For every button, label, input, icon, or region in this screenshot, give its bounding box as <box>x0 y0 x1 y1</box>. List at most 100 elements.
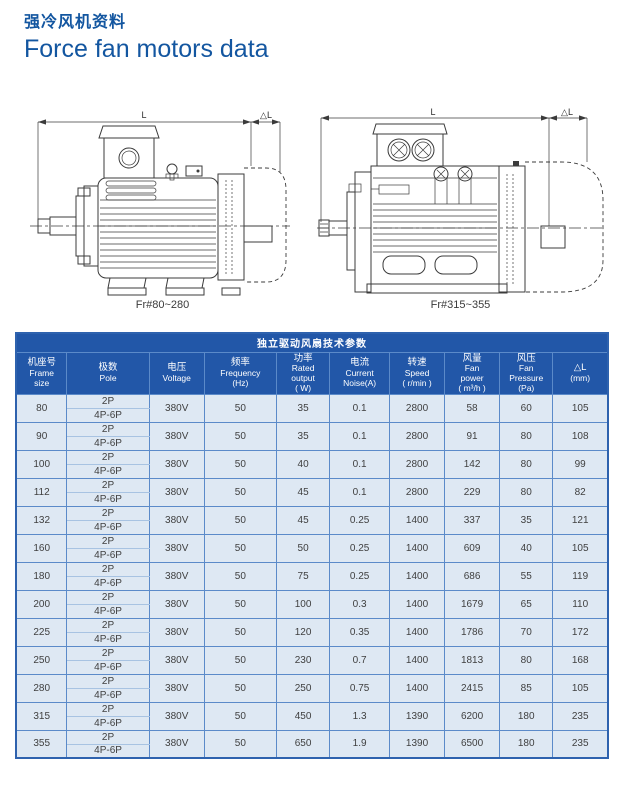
cell-voltage: 380V <box>148 617 205 647</box>
cell-pole-2p: 2P <box>66 421 150 437</box>
cell-fan-power: 91 <box>444 421 501 451</box>
cell-frame-size: 180 <box>15 561 68 591</box>
figure-caption-large-frames: Fr#315~355 <box>430 299 491 311</box>
cell-speed: 2800 <box>388 477 446 507</box>
cell-pole-2p: 2P <box>66 561 150 577</box>
table-column-headers: 机座号 Frame size 极数 Pole 电压 Voltage 频率 Frequency … <box>15 351 609 395</box>
cell-delta-l: 172 <box>552 617 609 647</box>
cell-speed: 1390 <box>388 701 446 731</box>
cell-pole-4p6p: 4P-6P <box>66 631 150 647</box>
cell-delta-l: 105 <box>552 673 609 703</box>
cell-pole-2p: 2P <box>66 617 150 633</box>
cell-pole-4p6p: 4P-6P <box>66 659 150 675</box>
table-row: 100 2P 380V 50 40 0.1 2800 142 80 99 <box>15 449 609 479</box>
cell-voltage: 380V <box>148 701 205 731</box>
cell-fan-power: 1679 <box>444 589 501 619</box>
column-header-en: Rated output ( W) <box>291 363 315 393</box>
page-header: 强冷风机资料 Force fan motors data <box>24 8 269 64</box>
table-row: 225 2P 380V 50 120 0.35 1400 1786 70 172 <box>15 617 609 647</box>
column-header-zh: 机座号 <box>27 357 56 369</box>
cell-pole-4p6p: 4P-6P <box>66 743 150 759</box>
cell-speed: 1400 <box>388 589 446 619</box>
dimension-label-delta-l: △L <box>561 108 573 117</box>
cell-frequency: 50 <box>203 393 277 423</box>
cell-voltage: 380V <box>148 589 205 619</box>
cell-rated-output: 45 <box>275 477 331 507</box>
cell-current: 1.9 <box>329 729 390 759</box>
cell-frequency: 50 <box>203 645 277 675</box>
cell-rated-output: 650 <box>275 729 331 759</box>
cell-delta-l: 105 <box>552 533 609 563</box>
table-row: 200 2P 380V 50 100 0.3 1400 1679 65 110 <box>15 589 609 619</box>
cell-current: 0.7 <box>329 645 390 675</box>
table-row: 355 2P 380V 50 650 1.9 1390 6500 180 235 <box>15 729 609 759</box>
cell-speed: 1390 <box>388 729 446 759</box>
table-row: 4P-6P <box>16 603 608 619</box>
cell-fan-power: 229 <box>444 477 501 507</box>
cell-fan-power: 58 <box>444 393 501 423</box>
table-row: 4P-6P <box>16 407 608 423</box>
column-header-zh: 频率 <box>230 357 250 369</box>
table-row: 132 2P 380V 50 45 0.25 1400 337 35 121 <box>15 505 609 535</box>
cell-speed: 2800 <box>388 393 446 423</box>
cell-rated-output: 120 <box>275 617 331 647</box>
cell-frame-size: 100 <box>15 449 68 479</box>
column-header-en: Fan power ( m³/h ) <box>458 363 486 393</box>
cell-frequency: 50 <box>203 589 277 619</box>
cell-fan-power: 142 <box>444 449 501 479</box>
cell-fan-power: 6500 <box>444 729 501 759</box>
cell-delta-l: 108 <box>552 421 609 451</box>
column-header-zh: 转速 <box>407 357 427 369</box>
cell-frame-size: 90 <box>15 421 68 451</box>
column-header-zh: 电流 <box>350 357 370 369</box>
cell-rated-output: 100 <box>275 589 331 619</box>
column-header-en: Current Noise(A) <box>343 368 377 389</box>
cell-voltage: 380V <box>148 449 205 479</box>
column-header: △L (mm) <box>552 351 609 395</box>
cell-delta-l: 235 <box>552 701 609 731</box>
cell-delta-l: 105 <box>552 393 609 423</box>
column-header-en: Fan Pressure (Pa) <box>509 363 544 393</box>
cell-voltage: 380V <box>148 561 205 591</box>
cell-frequency: 50 <box>203 701 277 731</box>
cell-pole-4p6p: 4P-6P <box>66 575 150 591</box>
motor-drawing-large-frames-icon: L △L <box>317 108 604 294</box>
cell-fan-pressure: 80 <box>499 449 554 479</box>
column-header: 风压 Fan Pressure (Pa) <box>499 351 554 395</box>
figure-caption-small-frames: Fr#80~280 <box>135 299 190 311</box>
cell-fan-pressure: 180 <box>499 701 554 731</box>
cell-rated-output: 40 <box>275 449 331 479</box>
column-header-en: Voltage <box>162 373 191 384</box>
cell-frame-size: 112 <box>15 477 68 507</box>
column-header: 机座号 Frame size <box>15 351 68 395</box>
cell-pole-2p: 2P <box>66 477 150 493</box>
table-body: 80 2P 380V 50 35 0.1 2800 58 60 105 4P-6P 90 2P 380V 5… <box>15 393 609 759</box>
cell-speed: 1400 <box>388 645 446 675</box>
page-title-english: Force fan motors data <box>24 35 269 63</box>
cell-pole-4p6p: 4P-6P <box>66 715 150 731</box>
cell-rated-output: 35 <box>275 393 331 423</box>
cell-speed: 1400 <box>388 505 446 535</box>
column-header-zh: 功率 <box>293 352 313 364</box>
column-header-en: Frame size <box>29 368 54 389</box>
table-row: 180 2P 380V 50 75 0.25 1400 686 55 119 <box>15 561 609 591</box>
cell-voltage: 380V <box>148 477 205 507</box>
table-row: 4P-6P <box>16 743 608 759</box>
page-title-chinese: 强冷风机资料 <box>24 14 127 31</box>
cell-current: 0.25 <box>329 505 390 535</box>
cell-fan-power: 1813 <box>444 645 501 675</box>
cell-pole-4p6p: 4P-6P <box>66 463 150 479</box>
cell-frequency: 50 <box>203 673 277 703</box>
cell-fan-pressure: 85 <box>499 673 554 703</box>
cell-pole-2p: 2P <box>66 393 150 409</box>
column-header-en: Pole <box>99 373 117 384</box>
cell-rated-output: 50 <box>275 533 331 563</box>
cell-pole-4p6p: 4P-6P <box>66 547 150 563</box>
cell-speed: 1400 <box>388 533 446 563</box>
cell-rated-output: 450 <box>275 701 331 731</box>
cell-current: 0.1 <box>329 421 390 451</box>
cell-pole-2p: 2P <box>66 449 150 465</box>
motor-drawings: L △L <box>20 108 608 311</box>
table-row: 160 2P 380V 50 50 0.25 1400 609 40 105 <box>15 533 609 563</box>
cell-frequency: 50 <box>203 729 277 759</box>
